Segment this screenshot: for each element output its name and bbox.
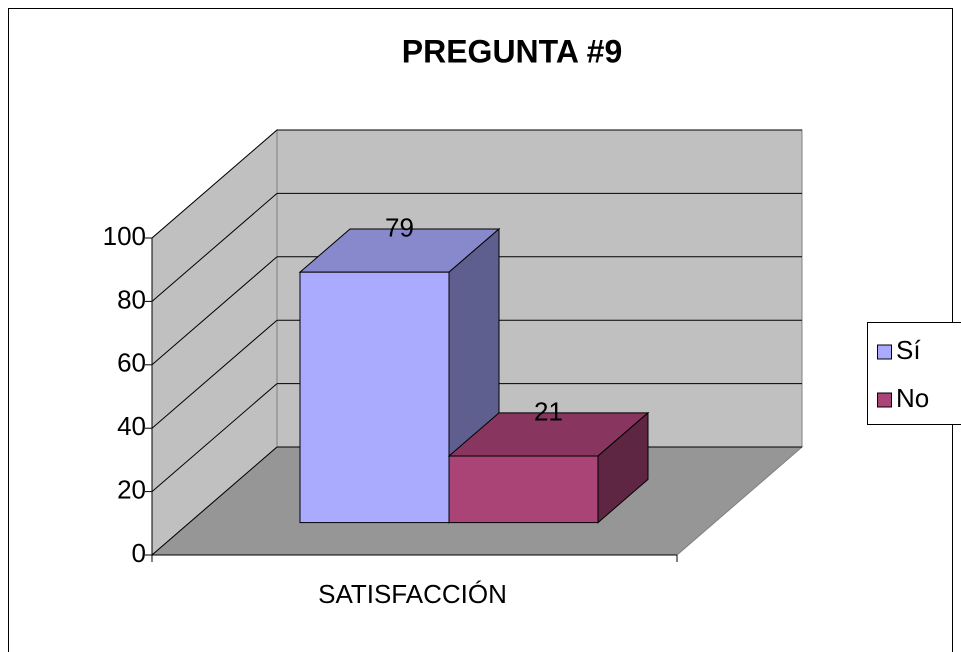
data-label: 79 <box>385 212 414 242</box>
y-tick-label: 60 <box>117 348 146 378</box>
y-tick-label: 40 <box>117 411 146 441</box>
y-tick-label: 80 <box>117 284 146 314</box>
grid-line <box>151 383 278 492</box>
x-tick-label: SATISFACCIÓN <box>318 579 507 609</box>
grid-line <box>151 256 278 366</box>
bar <box>448 455 599 524</box>
legend-swatch <box>877 344 892 360</box>
bar <box>299 271 450 524</box>
y-tick-label: 100 <box>103 221 146 251</box>
chart-title: PREGUNTA #9 <box>402 33 622 69</box>
grid-line <box>151 193 278 302</box>
grid-line <box>151 129 278 239</box>
grid-line <box>151 319 278 429</box>
grid-line <box>151 446 278 556</box>
data-label: 21 <box>534 396 563 426</box>
legend-swatch <box>877 392 892 408</box>
legend-label: No <box>896 383 929 413</box>
y-tick-label: 0 <box>132 538 146 568</box>
legend-label: Sí <box>896 335 921 365</box>
y-tick-label: 20 <box>117 474 146 504</box>
